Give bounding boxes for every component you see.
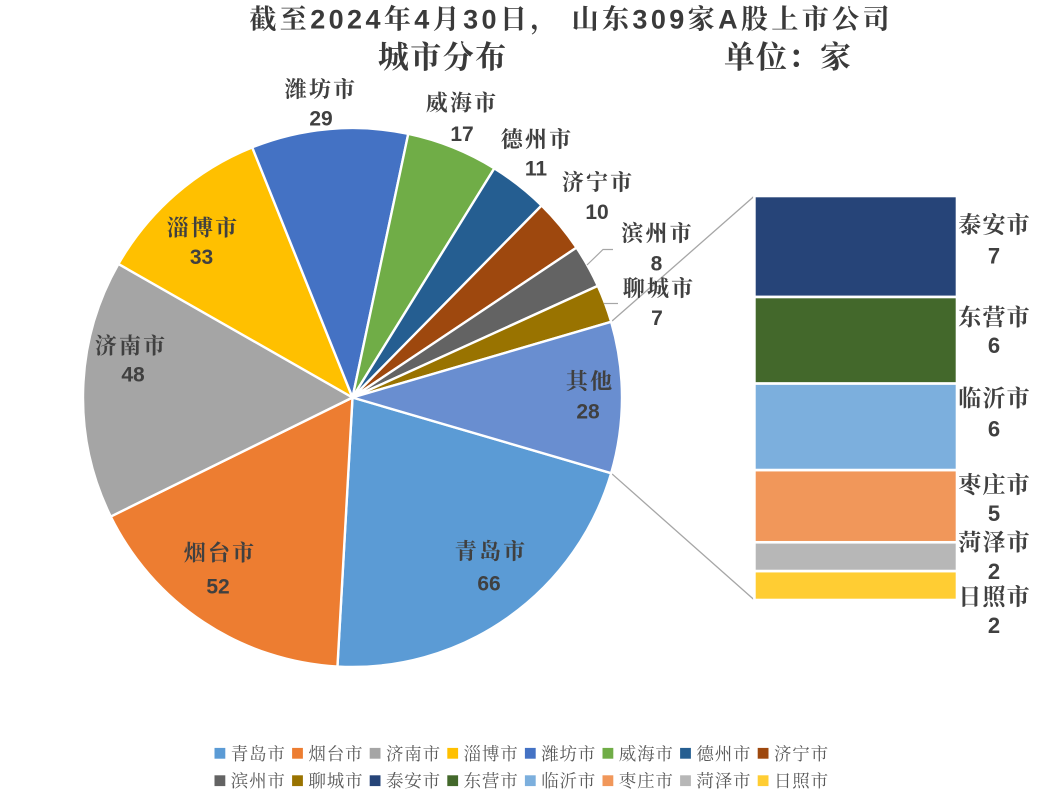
svg-text:威海市: 威海市 [619,744,674,764]
svg-text:6: 6 [988,333,1000,358]
svg-text:济南市: 济南市 [386,744,441,764]
svg-text:滨州市: 滨州市 [231,771,286,791]
svg-text:烟台市: 烟台市 [183,541,257,566]
svg-text:济宁市: 济宁市 [562,170,635,195]
svg-text:聊城市: 聊城市 [308,771,363,791]
svg-text:33: 33 [190,246,213,269]
svg-text:济南市: 济南市 [95,334,168,359]
svg-text:东营市: 东营市 [958,304,1031,330]
svg-text:截至2024年4月30日， 山东309家A股上市公司: 截至2024年4月30日， 山东309家A股上市公司 [249,5,893,36]
svg-text:10: 10 [585,201,608,224]
svg-text:11: 11 [525,157,548,180]
svg-text:其他: 其他 [566,369,614,394]
svg-text:泰安市: 泰安市 [958,212,1031,238]
svg-text:日照市: 日照市 [958,584,1031,610]
svg-text:泰安市: 泰安市 [386,771,441,791]
svg-text:单位：家: 单位：家 [724,40,852,75]
svg-text:烟台市: 烟台市 [308,744,363,764]
svg-text:枣庄市: 枣庄市 [619,771,674,791]
svg-text:滨州市: 滨州市 [621,221,694,246]
svg-text:66: 66 [477,573,500,596]
svg-text:德州市: 德州市 [501,127,574,152]
svg-text:淄博市: 淄博市 [167,216,240,241]
svg-text:48: 48 [121,364,145,387]
svg-text:潍坊市: 潍坊市 [285,77,358,102]
svg-text:淄博市: 淄博市 [464,744,519,764]
svg-text:枣庄市: 枣庄市 [958,472,1031,498]
svg-text:17: 17 [450,123,473,146]
svg-text:7: 7 [988,244,1000,269]
svg-text:潍坊市: 潍坊市 [541,744,596,764]
svg-text:威海市: 威海市 [426,91,499,116]
svg-text:聊城市: 聊城市 [623,276,696,301]
svg-text:菏泽市: 菏泽市 [696,771,751,791]
svg-text:青岛市: 青岛市 [455,539,528,564]
svg-text:青岛市: 青岛市 [231,744,286,764]
svg-text:菏泽市: 菏泽市 [958,529,1031,555]
svg-text:28: 28 [576,401,600,424]
svg-text:7: 7 [651,307,663,330]
svg-text:德州市: 德州市 [696,744,751,764]
svg-text:城市分布: 城市分布 [378,40,508,75]
svg-text:52: 52 [206,576,229,599]
svg-text:东营市: 东营市 [464,771,519,791]
svg-text:6: 6 [988,417,1000,442]
svg-text:济宁市: 济宁市 [774,744,829,764]
svg-text:29: 29 [309,107,332,130]
svg-text:临沂市: 临沂市 [958,385,1031,411]
svg-text:临沂市: 临沂市 [541,771,596,791]
svg-text:5: 5 [988,501,1000,526]
svg-text:2: 2 [988,559,1000,584]
svg-text:日照市: 日照市 [774,771,829,791]
svg-text:8: 8 [651,253,663,276]
svg-text:2: 2 [988,613,1000,638]
